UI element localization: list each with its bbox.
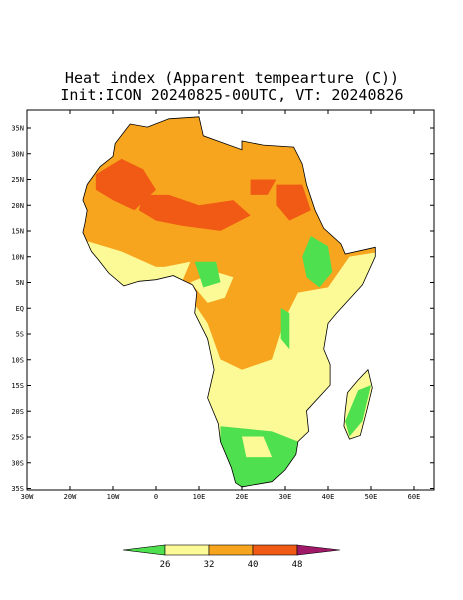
colorbar-segment [296,544,341,556]
colorbar-label: 40 [248,560,259,570]
colorbar-label: 26 [160,560,171,570]
lat-label: 20S [11,408,24,416]
subtitle: Init:ICON 20240825-00UTC, VT: 20240826 [60,86,403,104]
lon-label: 30W [21,493,34,501]
yellow-region [242,436,273,458]
lon-label: 30E [279,493,292,501]
lat-label: 5N [16,279,24,287]
lat-label: 35S [11,485,24,493]
lon-label: 40E [322,493,335,501]
colorbar-segment [208,544,254,556]
red-region [138,194,251,231]
colorbar-segment [122,544,166,556]
green-region [194,261,221,288]
lon-label: 10W [107,493,120,501]
coastline [82,116,376,488]
lat-label: 25S [11,434,24,442]
lat-label: 30S [11,459,24,467]
title: Heat index (Apparent tempearture (C)) [65,69,399,87]
colorbar-segment [252,544,298,556]
green-region [280,308,290,350]
red-region [250,179,277,195]
lat-label: 10N [11,253,24,261]
lon-label: 10E [193,493,206,501]
red-region [276,184,311,221]
red-region [95,158,156,211]
lat-label: EQ [16,305,24,313]
lon-label: 20W [64,493,77,501]
lat-label: 5S [16,331,24,339]
colorbar: 26 32 40 48 [122,544,341,570]
green-region [302,236,333,288]
lat-label: 15S [11,382,24,390]
coastline [82,116,376,488]
orange-region [216,205,277,288]
green-region [345,385,371,437]
lat-label: 25N [11,176,24,184]
lat-label: 20N [11,202,24,210]
lon-label: 0 [154,493,158,501]
coastline [343,368,373,440]
lat-label: 15N [11,228,24,236]
colorbar-label: 32 [204,560,215,570]
colorbar-label: 48 [292,560,303,570]
lon-label: 60E [408,493,421,501]
lat-label: 30N [11,150,24,158]
lat-label: 10S [11,356,24,364]
lon-label: 50E [365,493,378,501]
axes: 35N 30N 25N 20N 15N 10N 5N EQ 5S 10S 15S 20S 25S 30S 3… [11,110,434,501]
lat-label: 35N [11,125,24,133]
colorbar-segment [164,544,210,556]
lon-label: 20E [236,493,249,501]
